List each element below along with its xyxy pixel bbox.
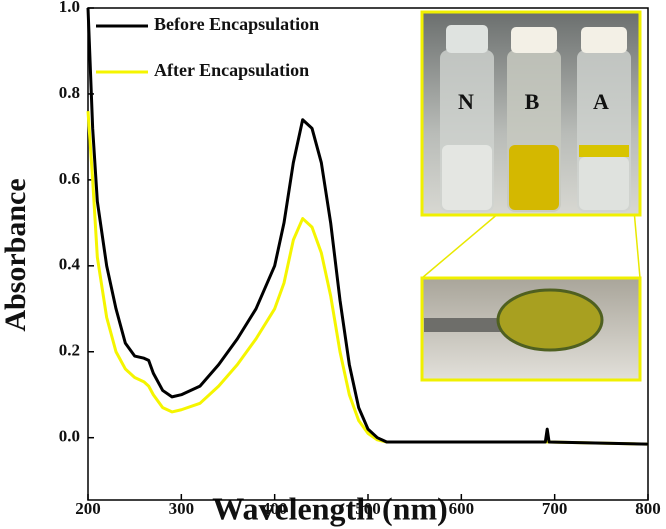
legend-label: Before Encapsulation	[154, 14, 319, 34]
x-tick-label: 200	[75, 499, 101, 518]
vial-label: B	[525, 89, 540, 114]
x-tick-label: 300	[169, 499, 195, 518]
x-tick-label: 700	[542, 499, 568, 518]
vial	[577, 27, 631, 212]
legend-label: After Encapsulation	[154, 60, 309, 80]
plot-area: 0.0 0.2 0.4 0.6 0.8 1.0 200 300 400 500 600 700 800 B…	[59, 0, 661, 518]
y-axis-title: Absorbance	[0, 178, 32, 331]
vial	[507, 27, 561, 212]
y-tick-label: 0.0	[59, 427, 80, 446]
x-tick-label: 500	[355, 499, 381, 518]
vial	[440, 25, 494, 212]
x-axis-title: Wavelength (nm)	[212, 490, 448, 526]
y-tick-label: 0.4	[59, 255, 81, 274]
vial-label: A	[593, 89, 609, 114]
y-tick-label: 0.2	[59, 341, 80, 360]
swab-head	[496, 288, 604, 352]
series-line	[86, 7, 649, 446]
x-tick-label: 400	[262, 499, 288, 518]
y-tick-label: 0.8	[59, 83, 80, 102]
swab-stick	[424, 318, 504, 332]
x-tick-label: 800	[635, 499, 661, 518]
y-tick-label: 1.0	[59, 0, 80, 16]
x-tick-label: 600	[449, 499, 475, 518]
y-tick-label: 0.6	[59, 169, 80, 188]
vial-label: N	[458, 89, 474, 114]
